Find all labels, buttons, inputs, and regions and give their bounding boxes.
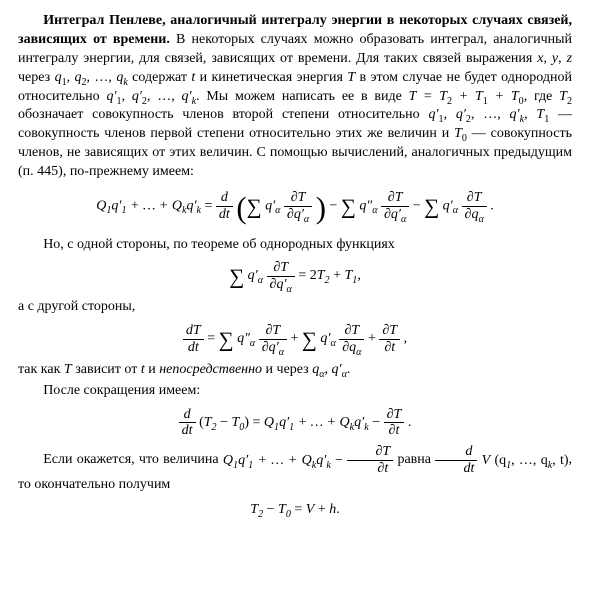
formula-2: ∑ q′α ∂T∂q′α = 2T2 + T1,: [18, 260, 572, 292]
paragraph-4: так как T зависит от t и непосредственно…: [18, 361, 572, 380]
formula-1: Q1q′1 + … + Qkq′k = ddt (∑ q′α ∂T∂q′α ) …: [18, 188, 572, 230]
formula-4: ddt (T2 − T0) = Q1q′1 + … + Qkq′k − ∂T∂t…: [18, 407, 572, 439]
var-z: z: [567, 51, 572, 66]
formula-5: T2 − T0 = V + h.: [18, 501, 572, 520]
paragraph-5: После сокращения имеем:: [18, 382, 572, 401]
paragraph-3: а с другой стороны,: [18, 298, 572, 317]
paragraph-2: Но, с одной стороны, по теореме об однор…: [18, 236, 572, 255]
formula-3: dTdt = ∑ q″α ∂T∂q′α + ∑ q′α ∂T∂qα + ∂T∂t…: [18, 323, 572, 355]
paragraph-intro: Интеграл Пенлеве, аналогичный интегралу …: [18, 12, 572, 182]
paragraph-6: Если окажется, что величина Q1q′1 + … + …: [18, 444, 572, 495]
